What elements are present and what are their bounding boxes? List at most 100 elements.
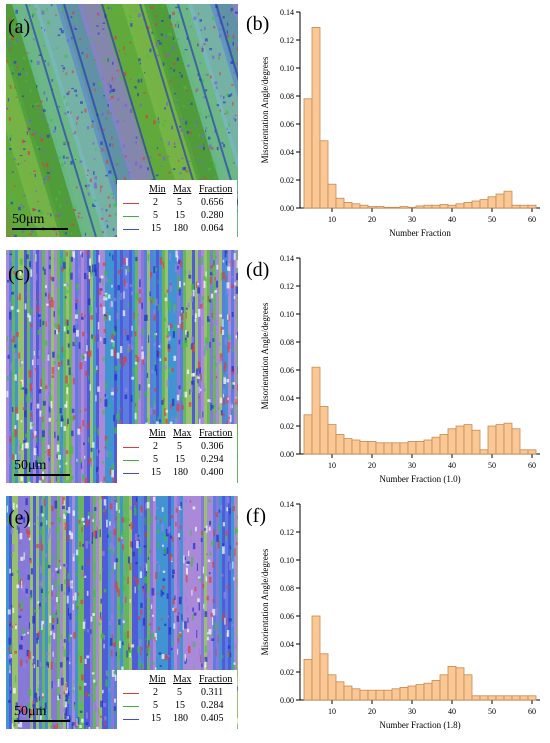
boundary-speck bbox=[106, 394, 107, 398]
boundary-speck bbox=[108, 196, 110, 199]
boundary-speck bbox=[96, 727, 98, 729]
boundary-speck bbox=[29, 207, 30, 209]
boundary-speck bbox=[139, 549, 141, 553]
boundary-speck bbox=[166, 54, 167, 57]
boundary-speck bbox=[149, 619, 151, 624]
boundary-speck bbox=[18, 207, 21, 210]
boundary-speck bbox=[169, 15, 171, 19]
boundary-speck bbox=[56, 279, 59, 287]
boundary-speck bbox=[115, 213, 116, 216]
header-max: Max bbox=[173, 184, 191, 195]
boundary-speck bbox=[188, 646, 191, 653]
boundary-speck bbox=[232, 385, 233, 390]
boundary-speck bbox=[216, 86, 218, 89]
boundary-speck bbox=[228, 123, 230, 126]
boundary-speck bbox=[151, 515, 153, 523]
boundary-speck bbox=[138, 585, 140, 591]
boundary-speck bbox=[82, 252, 83, 257]
boundary-speck bbox=[43, 267, 44, 271]
panel-label: (b) bbox=[246, 13, 269, 35]
boundary-speck bbox=[111, 285, 112, 288]
bar bbox=[480, 200, 488, 208]
boundary-speck bbox=[162, 545, 164, 547]
boundary-speck bbox=[191, 296, 193, 302]
boundary-speck bbox=[176, 404, 179, 412]
boundary-speck bbox=[37, 660, 39, 667]
boundary-speck bbox=[49, 204, 50, 206]
boundary-speck bbox=[144, 356, 145, 363]
boundary-speck bbox=[168, 33, 171, 36]
boundary-speck bbox=[27, 632, 29, 634]
boundary-speck bbox=[160, 520, 161, 523]
boundary-speck bbox=[33, 433, 34, 439]
boundary-speck bbox=[95, 395, 96, 401]
boundary-speck bbox=[167, 593, 169, 599]
boundary-speck bbox=[83, 442, 85, 445]
boundary-speck bbox=[82, 332, 84, 337]
boundary-speck bbox=[80, 68, 82, 71]
boundary-speck bbox=[86, 655, 89, 658]
bar bbox=[512, 696, 520, 700]
boundary-speck bbox=[169, 253, 171, 260]
boundary-speck bbox=[103, 477, 105, 482]
boundary-speck bbox=[125, 517, 127, 523]
bar bbox=[456, 426, 464, 454]
boundary-speck bbox=[73, 133, 76, 134]
y-tick-label: 0.06 bbox=[280, 366, 294, 375]
boundary-speck bbox=[234, 644, 237, 648]
boundary-speck bbox=[228, 646, 230, 649]
boundary-speck bbox=[11, 553, 12, 557]
boundary-speck bbox=[83, 571, 84, 575]
boundary-speck bbox=[209, 577, 212, 583]
boundary-speck bbox=[81, 111, 82, 113]
boundary-speck bbox=[54, 432, 55, 438]
grain-stripe bbox=[93, 250, 96, 483]
boundary-speck bbox=[64, 326, 66, 331]
boundary-speck bbox=[196, 282, 197, 289]
boundary-speck bbox=[203, 604, 204, 609]
boundary-speck bbox=[58, 106, 60, 107]
boundary-speck bbox=[178, 325, 180, 328]
boundary-speck bbox=[85, 692, 88, 697]
boundary-speck bbox=[54, 157, 56, 159]
grain-stripe bbox=[75, 496, 78, 729]
boundary-speck bbox=[229, 94, 231, 97]
boundary-speck bbox=[163, 578, 166, 581]
boundary-speck bbox=[82, 518, 85, 521]
boundary-speck bbox=[107, 111, 108, 114]
boundary-speck bbox=[214, 81, 217, 84]
boundary-speck bbox=[115, 78, 116, 80]
boundary-speck bbox=[92, 532, 93, 540]
boundary-speck bbox=[114, 501, 115, 507]
boundary-speck bbox=[136, 82, 137, 83]
boundary-speck bbox=[159, 419, 161, 422]
boundary-speck bbox=[205, 657, 208, 662]
boundary-speck bbox=[72, 11, 74, 14]
boundary-speck bbox=[147, 502, 150, 508]
boundary-speck bbox=[212, 617, 213, 625]
boundary-speck bbox=[223, 260, 225, 263]
boundary-speck bbox=[182, 123, 185, 124]
boundary-speck bbox=[64, 161, 65, 164]
boundary-speck bbox=[63, 95, 65, 98]
bar bbox=[488, 426, 496, 454]
legend-row: 5 15 0.280 bbox=[117, 210, 237, 222]
boundary-speck bbox=[126, 567, 127, 571]
boundary-speck bbox=[73, 325, 75, 332]
y-axis-label: Misorientation Angle/degrees bbox=[260, 56, 270, 163]
boundary-speck bbox=[227, 266, 230, 270]
boundary-speck bbox=[176, 497, 179, 503]
boundary-speck bbox=[155, 516, 156, 520]
bar bbox=[304, 99, 312, 208]
boundary-speck bbox=[157, 593, 158, 595]
boundary-speck bbox=[135, 562, 137, 564]
boundary-speck bbox=[148, 254, 150, 261]
boundary-speck bbox=[67, 283, 69, 286]
boundary-speck bbox=[128, 348, 130, 353]
boundary-speck bbox=[203, 43, 205, 45]
bar bbox=[400, 687, 408, 700]
boundary-speck bbox=[141, 79, 142, 83]
bar bbox=[504, 423, 512, 454]
boundary-speck bbox=[96, 467, 98, 472]
boundary-speck bbox=[20, 204, 22, 206]
